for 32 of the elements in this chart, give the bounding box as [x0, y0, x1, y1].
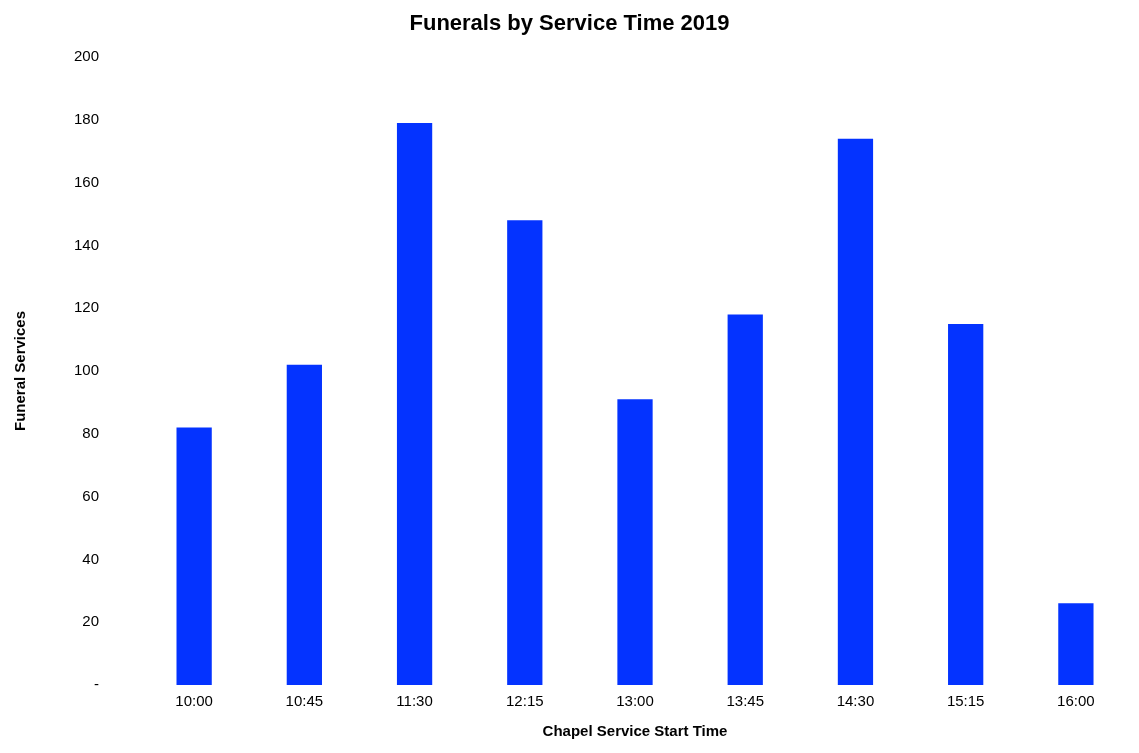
y-axis-title: Funeral Services	[11, 310, 29, 432]
y-tick-label: 40	[82, 549, 100, 567]
y-tick-label: 120	[74, 298, 100, 316]
x-tick-label: 12:15	[506, 692, 544, 710]
y-tick-label: 80	[82, 423, 100, 441]
bar	[1058, 603, 1094, 685]
bar	[286, 364, 322, 685]
bar	[727, 314, 763, 685]
x-tick-label: 14:30	[836, 692, 875, 710]
y-tick-label: 20	[82, 612, 100, 630]
x-tick-label: 16:00	[1057, 692, 1095, 710]
x-axis-title: Chapel Service Start Time	[542, 722, 728, 740]
bar	[837, 138, 874, 685]
y-tick-label: -	[94, 675, 100, 693]
y-tick-label: 140	[74, 235, 100, 253]
bar	[507, 220, 543, 685]
bar	[948, 323, 984, 685]
x-tick-label: 15:15	[946, 692, 985, 710]
chart-title: Funerals by Service Time 2019	[409, 9, 730, 35]
x-tick-label: 10:00	[175, 692, 213, 710]
y-tick-label: 100	[74, 361, 100, 379]
bar	[396, 122, 433, 685]
x-tick-label: 13:00	[616, 692, 654, 710]
y-tick-label: 180	[74, 109, 100, 127]
bar	[617, 399, 653, 685]
x-tick-label: 13:45	[726, 692, 765, 710]
y-tick-label: 60	[82, 486, 100, 504]
x-tick-label: 11:30	[396, 692, 433, 710]
x-tick-label: 10:45	[285, 692, 324, 710]
bar	[176, 427, 212, 685]
y-tick-label: 200	[74, 47, 100, 65]
y-tick-label: 160	[74, 172, 100, 190]
